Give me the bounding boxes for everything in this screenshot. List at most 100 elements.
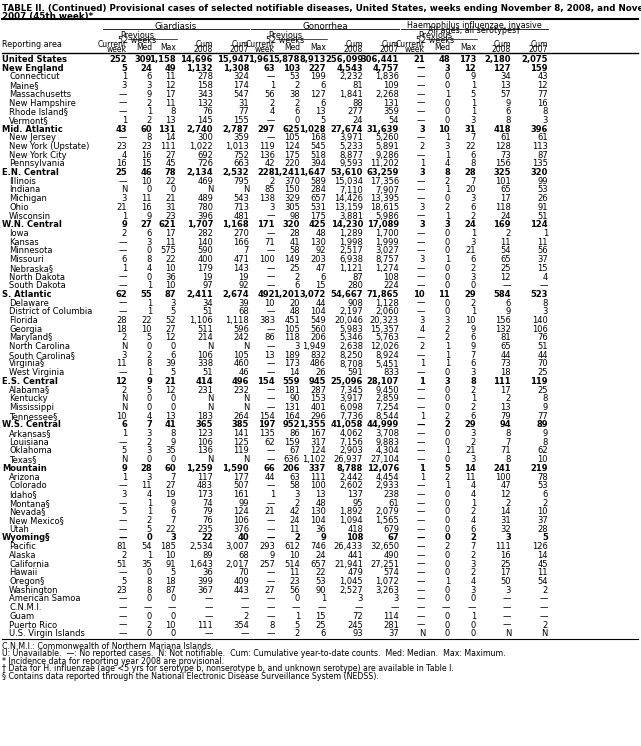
Text: 282: 282	[197, 229, 213, 238]
Text: 3: 3	[470, 116, 476, 125]
Text: 52 weeks: 52 weeks	[118, 36, 156, 45]
Text: New Jersey: New Jersey	[9, 134, 56, 142]
Text: —: —	[119, 107, 127, 116]
Text: 9: 9	[146, 377, 152, 386]
Text: 8: 8	[506, 455, 511, 464]
Text: Cum: Cum	[196, 40, 213, 49]
Text: —: —	[417, 447, 425, 456]
Text: 3,027: 3,027	[375, 246, 399, 255]
Text: 2: 2	[470, 264, 476, 273]
Text: 6: 6	[470, 412, 476, 421]
Text: 3: 3	[470, 194, 476, 203]
Text: 2: 2	[470, 386, 476, 395]
Text: 9: 9	[543, 403, 548, 412]
Text: 1: 1	[445, 351, 450, 360]
Text: —: —	[417, 421, 425, 430]
Text: 0: 0	[147, 186, 152, 195]
Text: 171: 171	[258, 220, 275, 229]
Text: 54: 54	[388, 116, 399, 125]
Text: 1: 1	[147, 107, 152, 116]
Text: 72: 72	[353, 612, 363, 621]
Text: 12,026: 12,026	[370, 342, 399, 351]
Text: 22: 22	[142, 316, 152, 325]
Text: § Contains data reported through the National Electronic Disease Surveillance Sy: § Contains data reported through the Nat…	[2, 672, 379, 681]
Text: 8: 8	[506, 116, 511, 125]
Text: 3: 3	[420, 316, 425, 325]
Text: New Hampshire: New Hampshire	[9, 98, 76, 107]
Text: 16: 16	[117, 160, 127, 169]
Text: 11: 11	[142, 481, 152, 490]
Text: 89: 89	[203, 551, 213, 560]
Text: 2: 2	[445, 203, 450, 212]
Text: 5,983: 5,983	[339, 325, 363, 333]
Text: 105: 105	[284, 325, 300, 333]
Text: —: —	[267, 386, 275, 395]
Text: 7,345: 7,345	[339, 386, 363, 395]
Text: —: —	[267, 568, 275, 577]
Text: 169: 169	[494, 220, 511, 229]
Text: 306,441: 306,441	[361, 55, 399, 64]
Text: —: —	[417, 386, 425, 395]
Text: 3: 3	[419, 168, 425, 177]
Text: —: —	[417, 212, 425, 221]
Text: 1,241: 1,241	[273, 168, 300, 177]
Text: 1: 1	[419, 377, 425, 386]
Text: 399: 399	[197, 577, 213, 586]
Text: 77: 77	[537, 90, 548, 98]
Text: 103: 103	[283, 63, 300, 72]
Text: 32: 32	[501, 524, 511, 534]
Text: 27,251: 27,251	[370, 560, 399, 568]
Text: 8: 8	[444, 168, 450, 177]
Text: 1: 1	[470, 612, 476, 621]
Text: —: —	[119, 524, 127, 534]
Text: 241: 241	[494, 464, 511, 473]
Text: —: —	[417, 98, 425, 107]
Text: 6: 6	[470, 203, 476, 212]
Text: 2: 2	[147, 98, 152, 107]
Text: 0: 0	[171, 395, 176, 404]
Text: 25,096: 25,096	[331, 377, 363, 386]
Text: 70: 70	[537, 360, 548, 369]
Text: 159: 159	[531, 63, 548, 72]
Text: 0: 0	[445, 107, 450, 116]
Text: 0: 0	[171, 455, 176, 464]
Text: 507: 507	[233, 481, 249, 490]
Text: 6: 6	[470, 360, 476, 369]
Text: 4: 4	[445, 160, 450, 169]
Text: 0: 0	[445, 429, 450, 438]
Text: 18,615: 18,615	[370, 203, 399, 212]
Text: United States: United States	[2, 55, 67, 64]
Text: 219: 219	[531, 464, 548, 473]
Text: 214: 214	[197, 333, 213, 342]
Text: Ohio: Ohio	[9, 203, 28, 212]
Text: 52: 52	[165, 316, 176, 325]
Text: Pacific: Pacific	[9, 542, 36, 551]
Text: 1: 1	[470, 107, 476, 116]
Text: 1: 1	[147, 498, 152, 508]
Text: 12: 12	[501, 490, 511, 499]
Text: 71,865: 71,865	[367, 290, 399, 299]
Text: 0: 0	[445, 629, 450, 638]
Text: 3,917: 3,917	[339, 395, 363, 404]
Text: Previous: Previous	[418, 31, 452, 40]
Text: 14,230: 14,230	[331, 220, 363, 229]
Text: 8: 8	[543, 107, 548, 116]
Text: 65: 65	[501, 342, 511, 351]
Text: 1: 1	[147, 369, 152, 377]
Text: —: —	[267, 307, 275, 316]
Text: 4: 4	[147, 490, 152, 499]
Text: —: —	[267, 369, 275, 377]
Text: 137: 137	[347, 490, 363, 499]
Text: 523: 523	[531, 290, 548, 299]
Text: 7: 7	[146, 421, 152, 430]
Text: 2007: 2007	[229, 45, 249, 54]
Text: 3: 3	[543, 307, 548, 316]
Text: 0: 0	[147, 272, 152, 281]
Text: —: —	[119, 90, 127, 98]
Text: 20: 20	[465, 186, 476, 195]
Text: 8: 8	[270, 621, 275, 630]
Text: 2: 2	[445, 333, 450, 342]
Text: 1: 1	[147, 298, 152, 307]
Text: —: —	[417, 568, 425, 577]
Text: —: —	[417, 533, 425, 542]
